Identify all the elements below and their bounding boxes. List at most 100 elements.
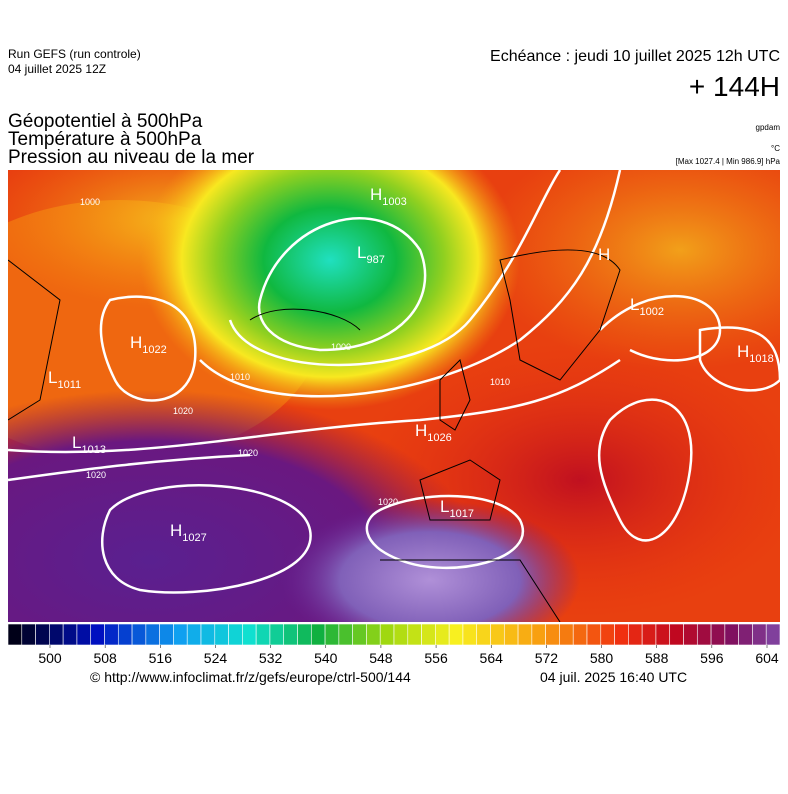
colorbar-box <box>49 623 64 646</box>
map-title: Géopotentiel à 500hPa <box>8 111 203 132</box>
source-url: © http://www.infoclimat.fr/z/gefs/europe… <box>90 669 411 685</box>
center-value: 1011 <box>57 379 81 391</box>
center-letter: H <box>370 185 382 204</box>
pressure-center: L987 <box>357 243 385 266</box>
colorbar-box <box>200 623 216 646</box>
center-value: 1017 <box>449 508 473 520</box>
colorbar-box <box>669 623 684 646</box>
map-field <box>8 170 780 622</box>
colorbar-box <box>297 623 312 646</box>
colorbar-box <box>517 623 533 646</box>
center-letter: L <box>48 368 57 387</box>
colorbar-box <box>352 623 367 646</box>
pressure-center: H1003 <box>370 185 407 208</box>
colorbar-tick-label: 540 <box>314 650 338 666</box>
colorbar-box <box>21 623 36 646</box>
pressure-center: L1013 <box>72 433 106 456</box>
center-value: 1003 <box>382 196 406 208</box>
colorbar-tick-label: 548 <box>369 650 393 666</box>
colorbar-box <box>559 623 574 646</box>
run-name: Run GEFS (run controle) <box>8 47 141 61</box>
colorbar-tick-label: 532 <box>259 650 283 666</box>
colorbar-tick-label: 524 <box>204 650 228 666</box>
isobar-label: 1020 <box>378 497 398 507</box>
colorbar-box <box>655 623 671 646</box>
center-value: 1013 <box>81 444 105 456</box>
colorbar-box <box>324 623 340 646</box>
map-title: Pression au niveau de la mer <box>8 147 255 168</box>
colorbar-box <box>641 623 657 646</box>
generated-time: 04 juil. 2025 16:40 UTC <box>540 669 687 685</box>
pressure-center: H1018 <box>737 342 774 365</box>
run-date: 04 juillet 2025 12Z <box>8 62 106 76</box>
colorbar-box <box>407 623 422 646</box>
colorbar-box <box>572 623 588 646</box>
colorbar-box <box>90 623 105 646</box>
colorbar-box <box>724 623 739 646</box>
colorbar-box <box>35 623 50 646</box>
colorbar-box <box>710 623 726 646</box>
colorbar-box <box>683 623 698 646</box>
colorbar-box <box>283 623 298 646</box>
unit-label: [Max 1027.4 | Min 986.9] hPa <box>676 157 781 166</box>
colorbar-box <box>310 623 326 646</box>
colorbar-box <box>379 623 395 646</box>
isobar-label: 1020 <box>173 406 193 416</box>
center-letter: L <box>630 295 639 314</box>
isobar-label: 1000 <box>331 342 351 352</box>
unit-label: °C <box>771 144 780 153</box>
colorbar-box <box>628 623 643 646</box>
colorbar-box <box>7 623 23 646</box>
colorbar-box <box>255 623 271 646</box>
unit-label: gpdam <box>756 123 781 132</box>
center-value: 1018 <box>749 353 773 365</box>
colorbar-tick-label: 508 <box>93 650 117 666</box>
colorbar-box <box>738 623 753 646</box>
isobar-label: 1020 <box>238 448 258 458</box>
colorbar-box <box>269 623 285 646</box>
pressure-center: H1022 <box>130 333 167 356</box>
isobar-label: 1020 <box>86 470 106 480</box>
colorbar-box <box>435 623 450 646</box>
isobar-label: 1010 <box>230 372 250 382</box>
colorbar-box <box>173 623 188 646</box>
colorbar-box <box>448 623 464 646</box>
colorbar-box <box>76 623 92 646</box>
colorbar-box <box>228 623 243 646</box>
pressure-center: H1027 <box>170 521 207 544</box>
isobar-label: 1010 <box>490 377 510 387</box>
colorbar-box <box>586 623 602 646</box>
colorbar-box <box>545 623 560 646</box>
colorbar-box <box>531 623 546 646</box>
colorbar-tick-label: 580 <box>590 650 614 666</box>
colorbar-box <box>62 623 78 646</box>
colorbar-tick-label: 500 <box>38 650 62 666</box>
colorbar-box <box>765 623 781 646</box>
colorbar-tick-label: 564 <box>480 650 504 666</box>
center-letter: H <box>170 521 182 540</box>
colorbar-box <box>476 623 491 646</box>
colorbar-box <box>752 623 767 646</box>
colorbar-tick-label: 556 <box>424 650 448 666</box>
colorbar-box <box>131 623 147 646</box>
colorbar-box <box>600 623 615 646</box>
pressure-center: L1002 <box>630 295 664 318</box>
colorbar-tick-label: 572 <box>535 650 559 666</box>
colorbar-box <box>696 623 712 646</box>
center-value: 1002 <box>639 306 663 318</box>
center-letter: H <box>415 421 427 440</box>
center-letter: H <box>598 245 610 264</box>
colorbar-tick-label: 604 <box>755 650 779 666</box>
center-value: 1022 <box>142 344 166 356</box>
colorbar-box <box>145 623 160 646</box>
valid-time: Echéance : jeudi 10 juillet 2025 12h UTC <box>490 48 780 65</box>
center-value: 1027 <box>182 532 206 544</box>
colorbar-tick-label: 516 <box>149 650 173 666</box>
colorbar-box <box>490 623 505 646</box>
center-letter: H <box>130 333 142 352</box>
colorbar-box <box>159 623 174 646</box>
pressure-center: L1017 <box>440 497 474 520</box>
colorbar-box <box>338 623 353 646</box>
center-letter: H <box>737 342 749 361</box>
